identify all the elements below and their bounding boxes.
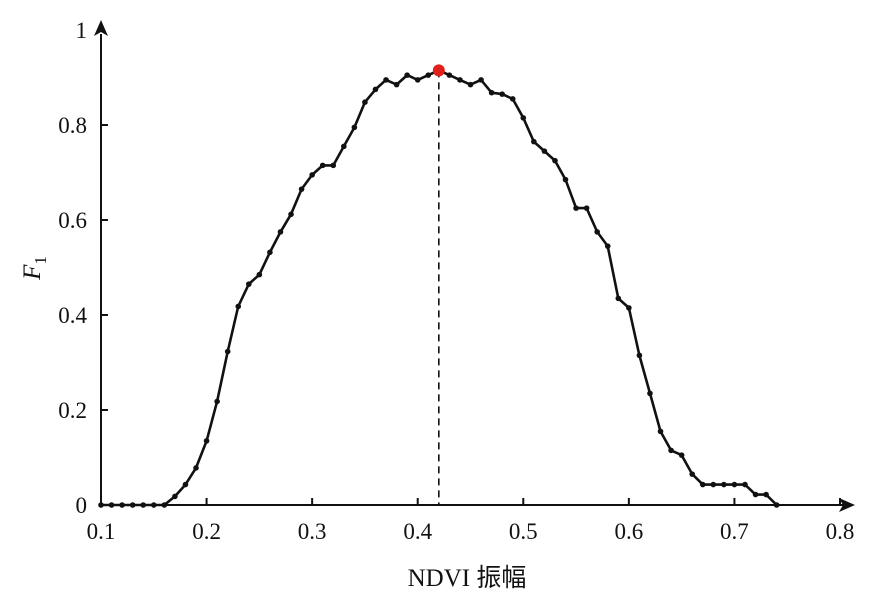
series-points	[98, 67, 780, 508]
data-point	[351, 124, 358, 131]
data-point	[140, 502, 147, 508]
data-point	[615, 295, 622, 302]
data-point	[478, 77, 484, 83]
x-axis-title: NDVI 振幅	[408, 564, 527, 592]
data-point	[763, 491, 769, 498]
data-point	[552, 157, 558, 164]
data-point	[414, 77, 421, 83]
x-tick-label: 0.8	[826, 519, 855, 544]
data-point	[721, 481, 727, 488]
data-point	[393, 81, 400, 88]
data-point	[689, 471, 695, 477]
data-point	[267, 249, 273, 256]
data-point	[119, 502, 125, 508]
data-point	[383, 77, 389, 83]
data-point	[562, 176, 569, 183]
data-point	[626, 305, 632, 311]
y-tick-label: 0.8	[58, 113, 87, 138]
y-tick-label: 0.4	[58, 303, 87, 328]
data-point	[594, 229, 600, 235]
data-point	[520, 115, 527, 121]
x-tick-label: 0.5	[509, 519, 538, 544]
data-point	[193, 465, 199, 471]
data-point	[531, 138, 537, 145]
data-point	[182, 481, 189, 488]
data-point	[573, 205, 579, 211]
y-axis-arrow	[94, 20, 108, 36]
data-point	[129, 502, 136, 508]
x-tick-label: 0.2	[192, 519, 221, 544]
data-point	[235, 303, 242, 310]
data-point	[203, 438, 210, 444]
y-tick-label: 0	[76, 493, 88, 518]
data-point	[298, 186, 305, 192]
y-axis-title-subscript: 1	[31, 256, 50, 265]
data-point	[488, 89, 495, 96]
data-point	[172, 493, 178, 500]
data-point	[330, 162, 337, 169]
data-point	[362, 99, 368, 105]
data-point	[752, 491, 759, 498]
x-axis-arrow	[839, 498, 855, 512]
data-point	[425, 72, 432, 78]
axes	[94, 20, 855, 512]
data-point	[668, 447, 674, 454]
data-point	[657, 428, 664, 435]
data-point	[583, 205, 590, 211]
data-point	[288, 211, 294, 218]
data-point	[731, 481, 738, 488]
data-point	[446, 72, 453, 78]
data-point	[150, 502, 157, 508]
data-point	[678, 452, 685, 458]
data-point	[161, 502, 168, 508]
y-axis-title-main: F	[19, 264, 46, 281]
data-point	[404, 72, 410, 78]
data-point	[742, 481, 748, 488]
data-point	[604, 243, 611, 249]
y-tick-label: 0.2	[58, 398, 87, 423]
data-point	[710, 481, 717, 488]
data-point	[699, 481, 706, 488]
x-tick-label: 0.6	[614, 519, 643, 544]
y-tick-label: 0.6	[58, 208, 87, 233]
x-tick-label: 0.4	[403, 519, 432, 544]
data-point	[277, 229, 284, 235]
x-tick-label: 0.1	[87, 519, 116, 544]
y-axis-title: F1	[19, 256, 50, 281]
data-point	[467, 81, 474, 88]
data-point	[647, 390, 653, 397]
data-point	[773, 502, 780, 508]
y-tick-label: 1	[76, 18, 88, 43]
data-point	[636, 352, 643, 359]
data-point	[341, 143, 347, 150]
data-point	[98, 502, 104, 508]
data-point	[309, 172, 315, 178]
data-point	[457, 77, 463, 83]
x-ticks: 0.1 0.2 0.3 0.4 0.5 0.6 0.7 0.8	[87, 498, 855, 544]
data-point	[108, 502, 115, 508]
y-ticks: 0 0.2 0.4 0.6 0.8 1	[58, 18, 108, 518]
data-point	[319, 162, 326, 169]
data-point	[509, 96, 516, 102]
x-tick-label: 0.7	[720, 519, 749, 544]
data-point	[256, 271, 263, 278]
peak-point	[432, 64, 445, 77]
data-point	[224, 348, 231, 355]
x-tick-label: 0.3	[298, 519, 327, 544]
data-point	[246, 281, 252, 287]
data-point	[499, 91, 505, 97]
data-point	[372, 86, 379, 93]
data-point	[541, 148, 548, 154]
data-point	[214, 398, 220, 405]
